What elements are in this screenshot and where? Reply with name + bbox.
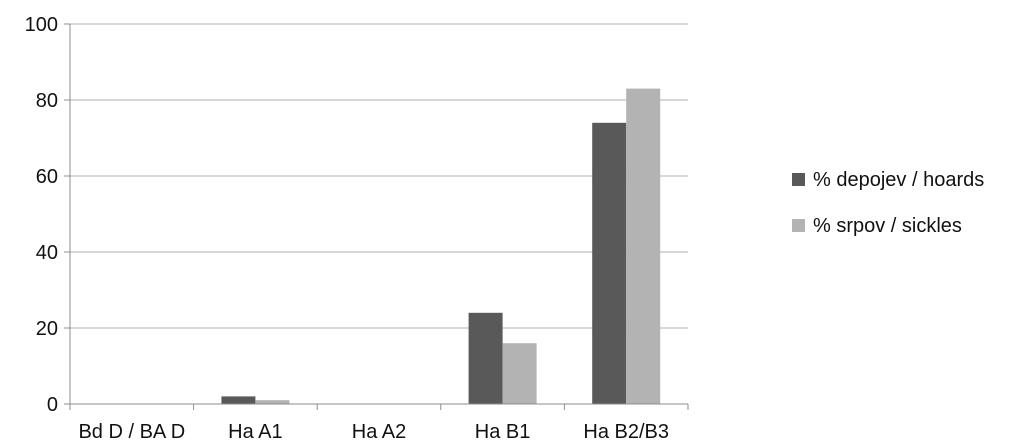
legend-swatch (792, 173, 805, 186)
x-category-label: Ha B2/B3 (583, 421, 669, 443)
axes (64, 23, 689, 410)
bar-hoards (592, 122, 627, 405)
y-tick-label: 20 (36, 318, 58, 340)
gridlines (70, 23, 688, 329)
bar-sickles (502, 343, 537, 404)
legend-label: % srpov / sickles (813, 215, 962, 237)
legend-swatch (792, 219, 805, 232)
bars (221, 88, 661, 405)
y-tick-label: 100 (25, 14, 58, 36)
bar-hoards (468, 312, 503, 404)
x-category-label: Ha A2 (352, 421, 406, 443)
y-tick-label: 40 (36, 242, 58, 264)
x-category-label: Bd D / BA D (78, 421, 185, 443)
y-tick-label: 60 (36, 166, 58, 188)
y-tick-label: 0 (47, 394, 58, 416)
bar-sickles (626, 88, 661, 404)
y-tick-labels: 0 20 40 60 80 100 (25, 14, 58, 416)
legend: % depojev / hoards % srpov / sickles (792, 169, 984, 237)
x-category-labels: Bd D / BA D Ha A1 Ha A2 Ha B1 Ha B2/B3 (78, 421, 669, 443)
bar-hoards (221, 396, 256, 404)
legend-label: % depojev / hoards (813, 169, 984, 191)
y-tick-label: 80 (36, 90, 58, 112)
bar-sickles (255, 400, 290, 404)
x-category-label: Ha A1 (228, 421, 282, 443)
x-category-label: Ha B1 (475, 421, 531, 443)
